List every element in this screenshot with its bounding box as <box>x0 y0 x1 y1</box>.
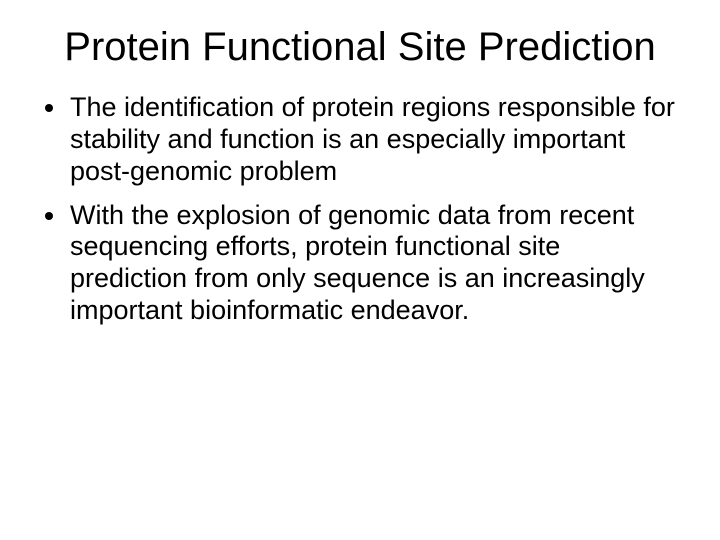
slide-title: Protein Functional Site Prediction <box>40 24 680 70</box>
bullet-list: The identification of protein regions re… <box>40 92 680 327</box>
list-item: With the explosion of genomic data from … <box>68 200 680 327</box>
list-item: The identification of protein regions re… <box>68 92 680 188</box>
slide: Protein Functional Site Prediction The i… <box>0 0 720 540</box>
slide-body: The identification of protein regions re… <box>40 92 680 327</box>
